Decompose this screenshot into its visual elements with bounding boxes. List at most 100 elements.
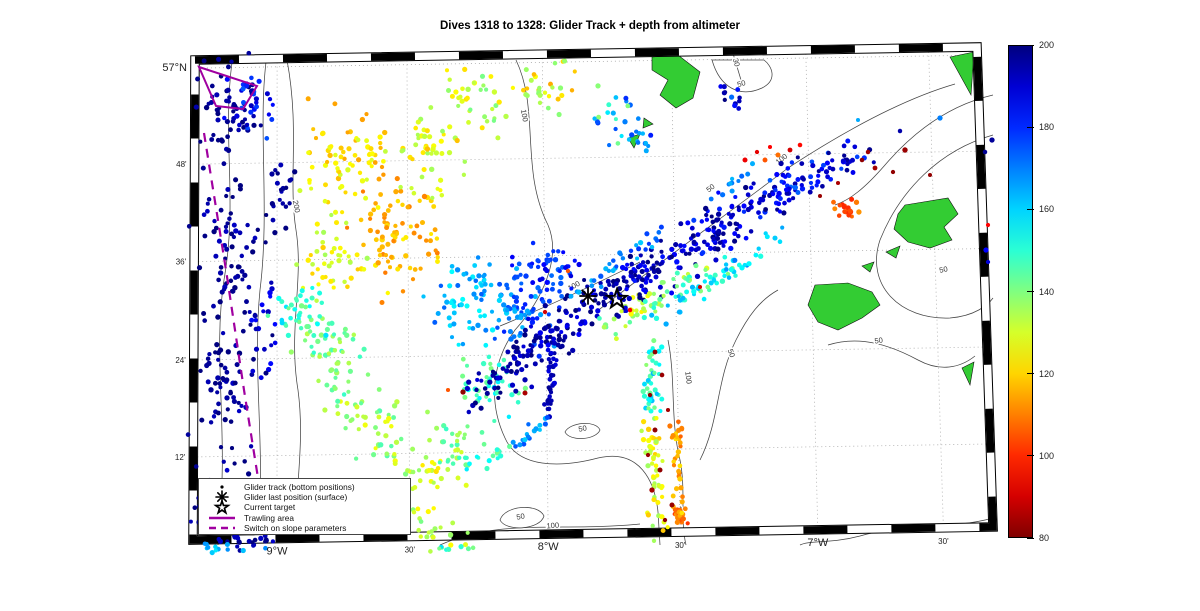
scatter-point <box>205 356 211 361</box>
scatter-point <box>274 180 280 186</box>
scatter-point <box>486 458 492 464</box>
scatter-point <box>546 259 551 264</box>
scatter-point <box>701 239 707 245</box>
scatter-point <box>381 211 388 218</box>
scatter-point <box>715 246 721 252</box>
scatter-point <box>336 169 342 175</box>
scatter-point <box>576 331 582 338</box>
scatter-point <box>289 177 294 182</box>
scatter-point <box>355 157 362 163</box>
scatter-point <box>651 338 657 344</box>
scatter-point <box>623 324 628 329</box>
scatter-point <box>344 332 350 338</box>
scatter-point <box>518 287 524 293</box>
scatter-point <box>670 433 676 439</box>
lon-axis-label: 9°W <box>267 546 289 558</box>
scatter-point <box>846 212 852 218</box>
scatter-point <box>561 250 566 255</box>
scatter-point <box>225 64 231 70</box>
scatter-point <box>693 263 699 269</box>
scatter-point <box>304 324 310 330</box>
scatter-point <box>680 516 686 522</box>
scatter-point <box>713 257 719 263</box>
scatter-point <box>342 249 347 255</box>
scatter-point <box>563 265 569 271</box>
land-polygon <box>893 197 959 249</box>
scatter-point <box>420 463 425 468</box>
scatter-point <box>447 77 452 82</box>
land-polygon <box>642 117 654 129</box>
scatter-point <box>556 111 562 118</box>
scatter-point <box>653 274 659 280</box>
scatter-point <box>542 402 547 407</box>
scatter-point <box>251 122 257 128</box>
lon-axis-label: 7°W <box>807 537 829 549</box>
scatter-point <box>255 227 260 232</box>
scatter-point <box>293 307 298 312</box>
scatter-point <box>393 188 399 195</box>
scatter-point <box>462 159 468 164</box>
scatter-point <box>828 176 834 182</box>
scatter-point <box>314 221 320 227</box>
scatter-point <box>531 72 537 77</box>
scatter-point <box>513 298 520 304</box>
scatter-point <box>359 116 366 123</box>
scatter-point <box>193 104 199 110</box>
scatter-point <box>549 398 554 403</box>
scatter-point <box>524 364 529 369</box>
scatter-point <box>557 268 562 274</box>
scatter-point <box>239 403 244 408</box>
colorbar-tick-mark <box>1027 291 1034 292</box>
scatter-point <box>413 142 419 148</box>
scatter-point <box>320 239 326 245</box>
scatter-point <box>853 199 860 205</box>
scatter-point <box>347 368 353 374</box>
scatter-point <box>343 220 349 226</box>
scatter-point <box>337 340 343 345</box>
scatter-point <box>437 177 444 183</box>
scatter-point <box>645 259 651 265</box>
scatter-point <box>736 178 741 184</box>
scatter-point <box>205 545 211 550</box>
scatter-point <box>506 414 512 419</box>
scatter-point <box>472 263 478 268</box>
scatter-point <box>316 378 321 384</box>
scatter-point <box>329 320 335 326</box>
scatter-point <box>657 467 663 473</box>
scatter-point <box>479 283 485 288</box>
scatter-point <box>461 271 467 277</box>
scatter-point <box>673 486 680 492</box>
scatter-point <box>409 185 414 191</box>
scatter-point <box>217 270 224 276</box>
scatter-point <box>682 506 688 512</box>
scatter-point <box>576 289 582 295</box>
scatter-point <box>832 206 838 212</box>
scatter-point <box>415 119 421 125</box>
scatter-point <box>650 523 655 528</box>
scatter-point <box>461 172 467 177</box>
scatter-point <box>559 329 564 335</box>
scatter-point <box>566 351 572 356</box>
scatter-point <box>732 238 738 244</box>
scatter-point <box>467 325 472 331</box>
scatter-point <box>546 364 552 370</box>
scatter-point <box>563 296 568 302</box>
scatter-point <box>545 252 551 258</box>
scatter-point <box>715 236 721 241</box>
scatter-point <box>535 258 541 263</box>
scatter-point <box>253 318 258 323</box>
scatter-point <box>641 287 646 293</box>
scatter-point <box>333 375 338 380</box>
scatter-point <box>652 427 658 433</box>
scatter-point <box>383 433 389 439</box>
scatter-point <box>658 408 663 414</box>
scatter-point <box>816 173 821 178</box>
legend-label: Glider last position (surface) <box>244 492 348 503</box>
scatter-point <box>532 361 538 367</box>
scatter-point <box>479 125 485 131</box>
scatter-point <box>264 91 270 97</box>
scatter-point <box>236 408 242 414</box>
scatter-point <box>215 314 221 320</box>
scatter-point <box>544 280 550 285</box>
scatter-point <box>644 267 650 273</box>
